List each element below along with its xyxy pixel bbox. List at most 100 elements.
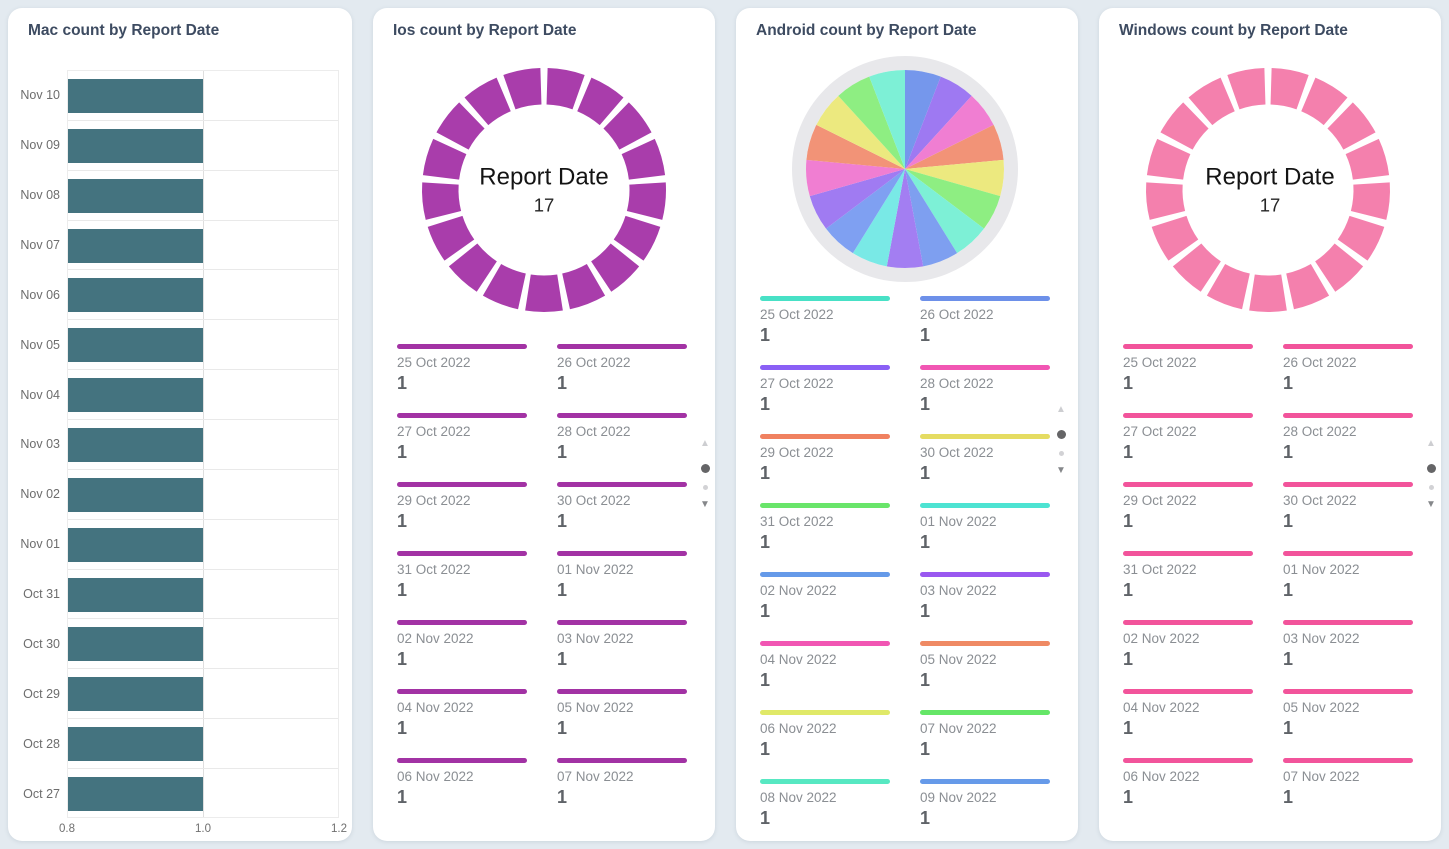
legend-item[interactable]: 28 Oct 2022 1 bbox=[557, 413, 687, 482]
legend-item[interactable]: 02 Nov 2022 1 bbox=[760, 572, 890, 641]
donut-segment[interactable] bbox=[1146, 138, 1191, 180]
bar[interactable] bbox=[68, 79, 203, 113]
donut-segment[interactable] bbox=[603, 102, 652, 150]
donut-segment[interactable] bbox=[1172, 243, 1221, 292]
pie-slice[interactable] bbox=[905, 169, 985, 254]
legend-item[interactable]: 31 Oct 2022 1 bbox=[1123, 551, 1253, 620]
pager-page2-dot[interactable] bbox=[702, 485, 708, 490]
legend-item[interactable]: 01 Nov 2022 1 bbox=[1283, 551, 1413, 620]
pager-down-icon[interactable]: ▼ bbox=[1426, 499, 1436, 510]
bar[interactable] bbox=[68, 378, 203, 413]
legend-item[interactable]: 30 Oct 2022 1 bbox=[920, 434, 1050, 503]
donut-segment[interactable] bbox=[562, 263, 606, 310]
pager-page1-dot[interactable] bbox=[1426, 464, 1436, 473]
pager-up-icon[interactable]: ▲ bbox=[1426, 438, 1436, 449]
donut-segment[interactable] bbox=[436, 102, 485, 150]
pie-slice[interactable] bbox=[905, 95, 994, 169]
legend-item[interactable]: 04 Nov 2022 1 bbox=[1123, 689, 1253, 758]
pie-slice[interactable] bbox=[806, 124, 905, 169]
bar[interactable] bbox=[68, 428, 203, 463]
legend-item[interactable]: 31 Oct 2022 1 bbox=[760, 503, 890, 572]
donut-segment[interactable] bbox=[577, 77, 624, 126]
donut-segment[interactable] bbox=[1249, 274, 1287, 312]
legend-item[interactable]: 27 Oct 2022 1 bbox=[397, 413, 527, 482]
bar[interactable] bbox=[68, 677, 203, 712]
legend-item[interactable]: 03 Nov 2022 1 bbox=[1283, 620, 1413, 689]
pager-up-icon[interactable]: ▲ bbox=[1056, 404, 1066, 415]
donut-chart[interactable] bbox=[1138, 60, 1398, 320]
donut-segment[interactable] bbox=[1315, 243, 1364, 292]
legend-item[interactable]: 02 Nov 2022 1 bbox=[397, 620, 527, 689]
donut-segment[interactable] bbox=[591, 243, 640, 292]
donut-chart[interactable] bbox=[414, 60, 674, 320]
legend-item[interactable]: 04 Nov 2022 1 bbox=[760, 641, 890, 710]
donut-segment[interactable] bbox=[1151, 215, 1199, 261]
pie-slice[interactable] bbox=[905, 124, 1004, 169]
legend-item[interactable]: 27 Oct 2022 1 bbox=[1123, 413, 1253, 482]
donut-segment[interactable] bbox=[1345, 138, 1390, 180]
donut-segment[interactable] bbox=[621, 138, 666, 180]
legend-item[interactable]: 07 Nov 2022 1 bbox=[1283, 758, 1413, 827]
legend-item[interactable]: 29 Oct 2022 1 bbox=[760, 434, 890, 503]
pager-page2-dot[interactable] bbox=[1428, 485, 1434, 490]
legend-item[interactable]: 30 Oct 2022 1 bbox=[1283, 482, 1413, 551]
pie-slice[interactable] bbox=[809, 169, 905, 229]
legend-item[interactable]: 30 Oct 2022 1 bbox=[557, 482, 687, 551]
pie-slice[interactable] bbox=[905, 76, 972, 169]
donut-segment[interactable] bbox=[464, 77, 511, 126]
bar[interactable] bbox=[68, 228, 203, 263]
donut-segment[interactable] bbox=[1146, 182, 1186, 220]
legend-item[interactable]: 02 Nov 2022 1 bbox=[1123, 620, 1253, 689]
legend-item[interactable]: 25 Oct 2022 1 bbox=[1123, 344, 1253, 413]
bar[interactable] bbox=[68, 278, 203, 313]
pie-slice[interactable] bbox=[869, 70, 905, 169]
pie-slice[interactable] bbox=[825, 169, 905, 254]
donut-segment[interactable] bbox=[422, 182, 462, 220]
legend-item[interactable]: 29 Oct 2022 1 bbox=[1123, 482, 1253, 551]
legend-item[interactable]: 25 Oct 2022 1 bbox=[397, 344, 527, 413]
bar[interactable] bbox=[68, 527, 203, 562]
legend-item[interactable]: 09 Nov 2022 1 bbox=[920, 779, 1050, 841]
donut-segment[interactable] bbox=[1160, 102, 1209, 150]
pager-down-icon[interactable]: ▼ bbox=[1056, 465, 1066, 476]
bar[interactable] bbox=[68, 328, 203, 363]
donut-segment[interactable] bbox=[613, 215, 661, 261]
legend-item[interactable]: 31 Oct 2022 1 bbox=[397, 551, 527, 620]
legend-item[interactable]: 03 Nov 2022 1 bbox=[920, 572, 1050, 641]
legend-item[interactable]: 06 Nov 2022 1 bbox=[760, 710, 890, 779]
pie-slice[interactable] bbox=[905, 159, 1004, 197]
bar[interactable] bbox=[68, 477, 203, 512]
legend-item[interactable]: 03 Nov 2022 1 bbox=[557, 620, 687, 689]
bar[interactable] bbox=[68, 777, 203, 812]
pager-page2-dot[interactable] bbox=[1058, 451, 1064, 456]
donut-segment[interactable] bbox=[503, 68, 542, 110]
bar[interactable] bbox=[68, 577, 203, 612]
legend-item[interactable]: 08 Nov 2022 1 bbox=[760, 779, 890, 841]
legend-item[interactable]: 01 Nov 2022 1 bbox=[920, 503, 1050, 572]
donut-segment[interactable] bbox=[1327, 102, 1376, 150]
pager-down-icon[interactable]: ▼ bbox=[700, 499, 710, 510]
legend-item[interactable]: 29 Oct 2022 1 bbox=[397, 482, 527, 551]
donut-segment[interactable] bbox=[1301, 77, 1348, 126]
pager-page1-dot[interactable] bbox=[700, 464, 710, 473]
pie-slice[interactable] bbox=[905, 169, 1001, 229]
pie-slice[interactable] bbox=[838, 76, 905, 169]
legend-item[interactable]: 06 Nov 2022 1 bbox=[1123, 758, 1253, 827]
legend-item[interactable]: 05 Nov 2022 1 bbox=[1283, 689, 1413, 758]
donut-segment[interactable] bbox=[427, 215, 475, 261]
donut-segment[interactable] bbox=[525, 274, 563, 312]
bar[interactable] bbox=[68, 727, 203, 762]
pie-slice[interactable] bbox=[816, 95, 905, 169]
legend-item[interactable]: 25 Oct 2022 1 bbox=[760, 296, 890, 365]
donut-segment[interactable] bbox=[1337, 215, 1385, 261]
legend-item[interactable]: 05 Nov 2022 1 bbox=[920, 641, 1050, 710]
donut-segment[interactable] bbox=[422, 138, 467, 180]
donut-segment[interactable] bbox=[546, 68, 585, 110]
pie-chart[interactable] bbox=[790, 54, 1020, 284]
legend-item[interactable]: 05 Nov 2022 1 bbox=[557, 689, 687, 758]
donut-segment[interactable] bbox=[1350, 182, 1390, 220]
donut-segment[interactable] bbox=[1206, 263, 1250, 310]
legend-item[interactable]: 06 Nov 2022 1 bbox=[397, 758, 527, 827]
pie-slice[interactable] bbox=[886, 169, 924, 268]
bar[interactable] bbox=[68, 627, 203, 662]
